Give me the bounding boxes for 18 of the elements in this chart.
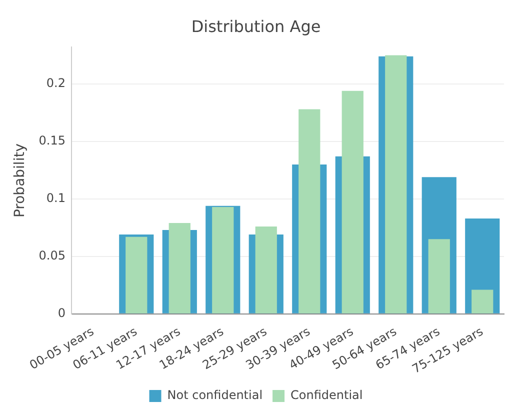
bar: [298, 109, 320, 314]
legend-label: Not confidential: [167, 388, 263, 402]
bar: [385, 55, 407, 314]
legend-label: Confidential: [290, 388, 363, 402]
bar: [168, 223, 190, 314]
bar: [472, 290, 494, 314]
y-tick-label: 0.15: [38, 134, 66, 148]
bar: [428, 239, 450, 314]
bar: [212, 206, 234, 314]
y-tick-label: 0.2: [46, 76, 66, 90]
y-tick-label: 0.1: [46, 191, 66, 206]
bar: [255, 226, 277, 314]
y-tick-label: 0: [58, 306, 66, 320]
y-tick-label: 0.05: [38, 248, 66, 263]
bar: [126, 236, 148, 314]
y-axis-title: Probability: [12, 144, 28, 218]
chart-title: Distribution Age: [191, 16, 321, 36]
bar: [342, 90, 364, 314]
